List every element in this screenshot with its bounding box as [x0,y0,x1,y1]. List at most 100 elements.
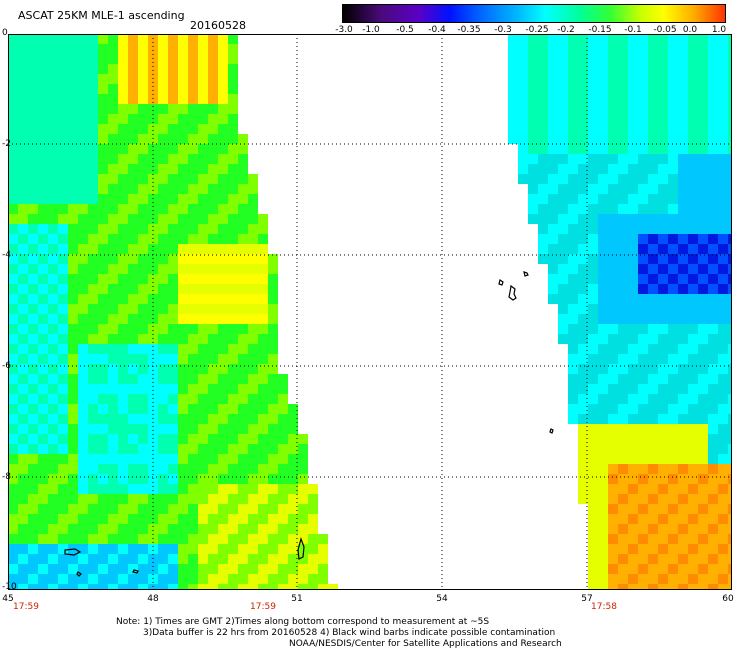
swath-cell [608,344,618,354]
swath-cell [248,554,258,564]
swath-cell [78,194,88,204]
swath-cell [218,584,228,590]
swath-cell [718,484,728,494]
swath-cell [38,394,48,404]
swath-cell [658,524,668,534]
color-scale-tick-label: -1.0 [362,25,380,35]
swath-cell [78,144,88,154]
swath-cell [588,574,598,584]
swath-cell [8,464,18,474]
swath-cell [228,344,238,354]
swath-cell [178,464,188,474]
swath-cell [168,54,178,64]
swath-cell [278,574,288,584]
swath-cell [188,174,198,184]
swath-cell [688,314,698,324]
swath-cell [588,74,598,84]
swath-cell [508,44,518,54]
swath-cell [208,104,218,114]
swath-cell [248,324,258,334]
swath-cell [108,194,118,204]
swath-cell [218,544,228,554]
swath-cell [78,304,88,314]
swath-cell [128,524,138,534]
swath-cell [708,134,718,144]
swath-cell [238,544,248,554]
swath-cell [548,44,558,54]
swath-cell [528,174,538,184]
swath-cell [98,254,108,264]
swath-cell [68,54,78,64]
swath-cell [598,314,608,324]
swath-cell [138,464,148,474]
swath-cell [108,434,118,444]
swath-cell [28,454,38,464]
swath-cell [98,274,108,284]
swath-cell [248,304,258,314]
swath-cell [158,134,168,144]
swath-cell [88,164,98,174]
swath-cell [528,74,538,84]
swath-cell [18,204,28,214]
swath-cell [68,254,78,264]
swath-cell [148,184,158,194]
swath-cell [138,544,148,554]
swath-cell [218,144,228,154]
swath-cell [108,114,118,124]
swath-cell [8,354,18,364]
swath-cell [518,34,528,44]
swath-cell [98,514,108,524]
swath-cell [18,404,28,414]
swath-cell [248,364,258,374]
swath-cell [718,214,728,224]
swath-cell [668,454,678,464]
swath-cell [688,134,698,144]
swath-cell [78,154,88,164]
swath-cell [728,414,732,424]
swath-cell [78,394,88,404]
swath-cell [58,224,68,234]
swath-cell [178,294,188,304]
swath-cell [528,84,538,94]
swath-cell [48,154,58,164]
swath-cell [678,264,688,274]
swath-cell [228,384,238,394]
swath-cell [588,364,598,374]
swath-cell [698,164,708,174]
swath-cell [198,274,208,284]
swath-cell [708,584,718,590]
swath-cell [548,274,558,284]
swath-cell [718,384,728,394]
swath-cell [138,194,148,204]
swath-cell [308,494,318,504]
swath-cell [708,324,718,334]
swath-cell [658,514,668,524]
swath-cell [218,114,228,124]
color-scale-tick-label: 0.0 [682,25,698,35]
swath-cell [578,234,588,244]
swath-cell [128,584,138,590]
swath-cell [158,484,168,494]
swath-cell [638,484,648,494]
swath-cell [18,144,28,154]
swath-cell [168,114,178,124]
swath-cell [188,464,198,474]
swath-cell [178,534,188,544]
swath-cell [88,314,98,324]
swath-cell [528,184,538,194]
swath-cell [618,454,628,464]
swath-cell [128,34,138,44]
swath-cell [18,224,28,234]
swath-cell [718,544,728,554]
swath-cell [58,314,68,324]
swath-cell [18,74,28,84]
swath-cell [48,504,58,514]
swath-cell [268,514,278,524]
swath-cell [718,564,728,574]
time-label: 17:58 [591,602,617,612]
swath-cell [218,54,228,64]
swath-cell [78,484,88,494]
swath-cell [728,404,732,414]
swath-cell [188,184,198,194]
swath-cell [8,84,18,94]
